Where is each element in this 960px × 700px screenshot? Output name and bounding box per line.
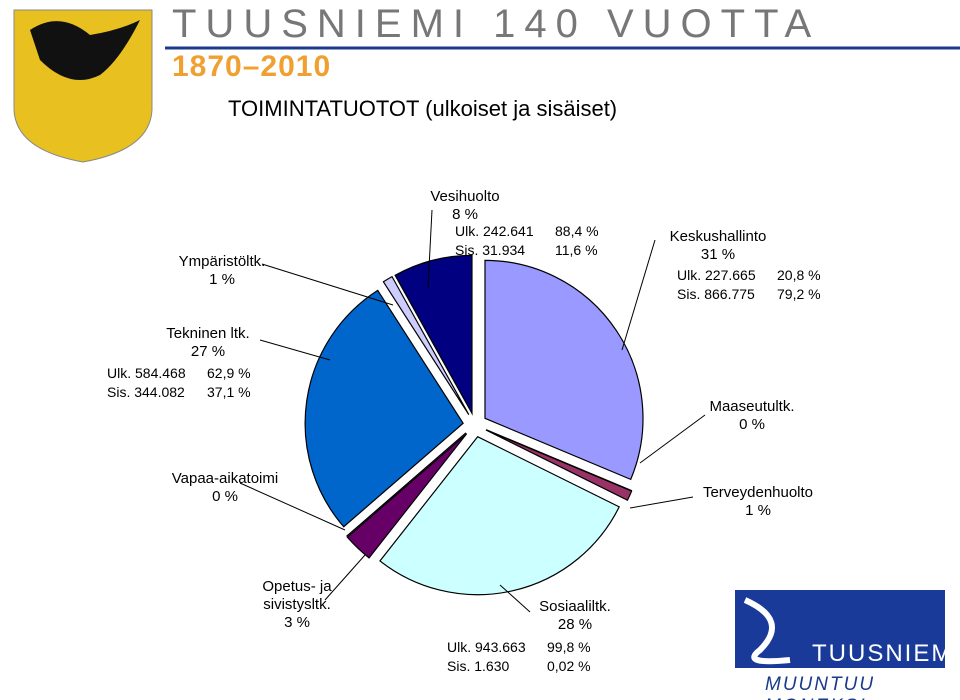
header-years: 1870–2010 xyxy=(172,50,332,83)
detail-text: 11,6 % xyxy=(555,242,598,258)
leader-line xyxy=(239,482,346,531)
chart-title: TOIMINTATUOTOT (ulkoiset ja sisäiset) xyxy=(228,96,618,121)
leader-line xyxy=(261,263,394,306)
slice-value: 0 % xyxy=(212,488,238,505)
pie-slice xyxy=(382,275,470,416)
slogan: MUUNTUU MONEKSI. xyxy=(765,674,876,700)
slice-label: Keskushallinto 31 % xyxy=(643,228,793,264)
slice-label: Ympäristöltk. 1 % xyxy=(157,253,287,289)
header-title: TUUSNIEMI 140 VUOTTA xyxy=(172,2,821,46)
slice-name: Vesihuolto xyxy=(430,188,500,205)
detail-text: Ulk. 227.665 xyxy=(677,267,756,283)
leader-line xyxy=(639,414,706,464)
leader-line xyxy=(427,209,433,289)
leader-line xyxy=(259,339,331,361)
detail-text: 79,2 % xyxy=(777,286,821,302)
detail-text: 37,1 % xyxy=(207,384,251,400)
pie-slice xyxy=(484,259,644,481)
detail-text: Sis. 866.775 xyxy=(677,286,755,302)
slice-label: Maaseutultk. 0 % xyxy=(692,398,812,434)
logo-wave xyxy=(743,597,791,665)
pie xyxy=(239,209,706,613)
slice-value: 0 % xyxy=(739,416,765,433)
slice-name: Vapaa-aikatoimi xyxy=(171,470,279,487)
slice-value: 3 % xyxy=(284,614,310,631)
slice-value: 1 % xyxy=(209,271,235,288)
leader-line xyxy=(621,239,656,351)
slice-name: Keskushallinto xyxy=(669,228,767,245)
slice-details: Ulk. 242.641 88,4 % Sis. 31.934 11,6 % xyxy=(455,222,599,260)
slice-name: Maaseutultk. xyxy=(709,398,795,415)
slice-value: 27 % xyxy=(190,343,226,360)
slice-label: Opetus- ja sivistysltk. 3 % xyxy=(242,578,352,632)
leader-line xyxy=(629,496,694,509)
slice-name: Tekninen ltk. xyxy=(166,325,250,342)
detail-text: Sis. 344.082 xyxy=(107,384,185,400)
pie-slice xyxy=(346,433,468,559)
detail-text: 99,8 % xyxy=(547,639,591,655)
slice-name: Ympäristöltk. xyxy=(178,253,266,270)
detail-text: Ulk. 242.641 xyxy=(455,223,534,239)
slice-details: Ulk. 227.665 20,8 % Sis. 866.775 79,2 % xyxy=(677,266,821,304)
slice-value: 28 % xyxy=(557,616,593,633)
slice-label: Tekninen ltk. 27 % xyxy=(143,325,273,361)
slice-value: 1 % xyxy=(745,502,771,519)
slice-value: 8 % xyxy=(452,206,478,223)
slice-details: Ulk. 943.663 99,8 % Sis. 1.630 0,02 % xyxy=(447,638,591,676)
detail-text: Ulk. 943.663 xyxy=(447,639,526,655)
pie-slice xyxy=(304,289,464,528)
detail-text: 62,9 % xyxy=(207,365,251,381)
leader-line xyxy=(324,554,366,601)
slice-label: Vesihuolto 8 % xyxy=(405,188,525,224)
pie-slice xyxy=(379,435,621,596)
slice-details: Ulk. 584.468 62,9 % Sis. 344.082 37,1 % xyxy=(107,364,251,402)
slice-name: Terveydenhuolto xyxy=(702,484,814,501)
detail-text: 20,8 % xyxy=(777,267,821,283)
pie-slice xyxy=(394,254,473,416)
detail-text: Sis. 1.630 xyxy=(447,658,510,674)
detail-text: 88,4 % xyxy=(555,223,599,239)
slice-name: Opetus- ja sivistysltk. xyxy=(262,578,332,613)
slice-label: Vapaa-aikatoimi 0 % xyxy=(145,470,305,506)
leader-line xyxy=(499,584,531,613)
detail-text: Sis. 31.934 xyxy=(455,242,526,258)
pie-slice xyxy=(346,432,467,537)
slice-label: Sosiaaliltk. 28 % xyxy=(515,598,635,634)
crest-bird xyxy=(30,20,140,80)
pie-slice xyxy=(485,429,633,501)
detail-text: Ulk. 584.468 xyxy=(107,365,186,381)
slice-label: Terveydenhuolto 1 % xyxy=(683,484,833,520)
detail-text: 0,02 % xyxy=(547,658,591,674)
slice-value: 31 % xyxy=(700,246,736,263)
slice-name: Sosiaaliltk. xyxy=(539,598,611,615)
logo-text: TUUSNIEMI xyxy=(812,640,960,667)
